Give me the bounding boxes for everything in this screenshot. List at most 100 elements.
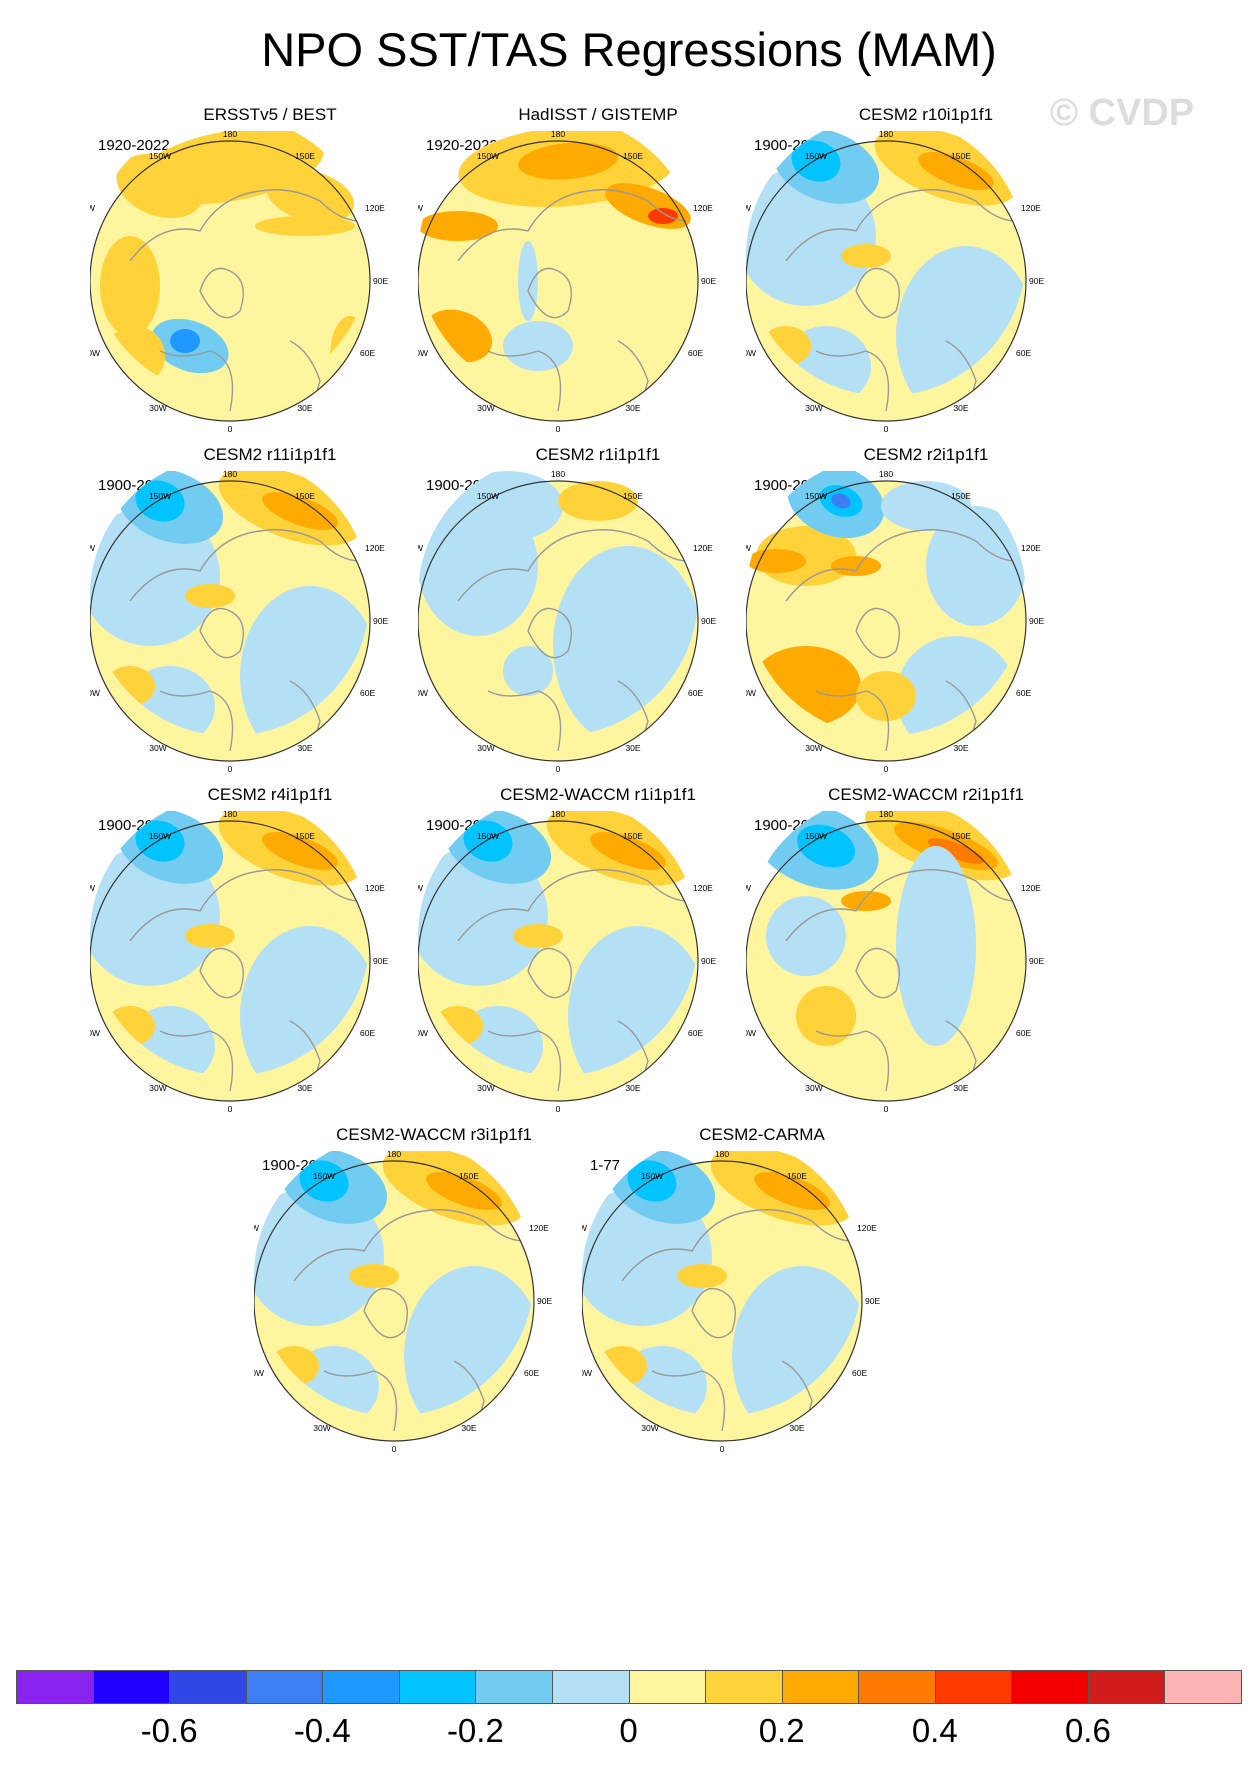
lon-label-lon30e: 30E bbox=[953, 1083, 968, 1093]
lon-label-lon90e: 90E bbox=[701, 616, 716, 626]
polar-map: 1800150W150E120W120E90W90E60W60E30W30E bbox=[418, 131, 716, 434]
lon-label-lon120w: 120W bbox=[90, 883, 95, 893]
colorbar-tick-label: 0.2 bbox=[758, 1712, 805, 1749]
anomaly-region bbox=[796, 986, 856, 1046]
colorbar-tick-label: 0.4 bbox=[911, 1712, 958, 1749]
lon-label-lon60w: 60W bbox=[90, 1028, 100, 1038]
lon-label-lon150w: 150W bbox=[149, 151, 171, 161]
lon-label-top: 180 bbox=[879, 811, 893, 819]
lon-label-lon120w: 120W bbox=[254, 1223, 259, 1233]
lon-label-lon60w: 60W bbox=[746, 1028, 756, 1038]
lon-label-lon30e: 30E bbox=[953, 403, 968, 413]
anomaly-region bbox=[418, 211, 498, 241]
polar-map: 1800150W150E120W120E90W90E60W60E30W30E bbox=[746, 131, 1044, 434]
anomaly-region bbox=[558, 481, 638, 521]
lon-label-lon120e: 120E bbox=[693, 883, 713, 893]
lon-label-lon150e: 150E bbox=[951, 491, 971, 501]
map-border bbox=[254, 1160, 535, 1442]
lon-label-lon30w: 30W bbox=[805, 403, 822, 413]
lon-label-lon60w: 60W bbox=[582, 1368, 592, 1378]
lon-label-bottom: 0 bbox=[884, 1104, 889, 1114]
lon-label-bottom: 0 bbox=[392, 1444, 397, 1454]
anomaly-region bbox=[503, 321, 573, 371]
lon-label-lon60w: 60W bbox=[254, 1368, 264, 1378]
map-border bbox=[418, 140, 699, 422]
colorbar-tick-label: -0.6 bbox=[140, 1712, 198, 1749]
panel-title: CESM2 r10i1p1f1 bbox=[858, 105, 994, 124]
lon-label-top: 180 bbox=[387, 1151, 401, 1159]
anomaly-region bbox=[299, 1160, 349, 1202]
colorbar-box bbox=[475, 1670, 553, 1704]
lon-label-lon60w: 60W bbox=[418, 688, 428, 698]
coastlines bbox=[129, 529, 361, 752]
polar-map: 1800150W150E120W120E90W90E60W60E30W30E bbox=[90, 471, 388, 774]
lon-label-top: 180 bbox=[223, 131, 237, 139]
anomaly-region bbox=[590, 832, 666, 870]
lon-label-lon120e: 120E bbox=[693, 203, 713, 213]
map-panel-9: CESM2-WACCM r2i1p1f1 1900-2022 180 0 150W 1… bbox=[746, 785, 1106, 1160]
lon-label-lon60e: 60E bbox=[360, 688, 375, 698]
lon-label-lon30w: 30W bbox=[477, 743, 494, 753]
map-border bbox=[90, 480, 371, 762]
map-border bbox=[746, 140, 1027, 422]
anomaly-region bbox=[135, 480, 185, 522]
lon-label-lon30e: 30E bbox=[297, 403, 312, 413]
lon-label-lon150w: 150W bbox=[805, 491, 827, 501]
lon-label-lon150e: 150E bbox=[295, 831, 315, 841]
polar-map: 1800150W150E120W120E90W90E60W60E30W30E bbox=[582, 1151, 880, 1454]
colorbar-tick-label: -0.4 bbox=[293, 1712, 351, 1749]
lon-label-lon60e: 60E bbox=[1016, 688, 1031, 698]
panel-title: CESM2 r4i1p1f1 bbox=[207, 785, 333, 804]
anomaly-region bbox=[856, 671, 916, 721]
lon-label-lon150w: 150W bbox=[805, 831, 827, 841]
lon-label-bottom: 0 bbox=[228, 1104, 233, 1114]
polar-map: 1800150W150E120W120E90W90E60W60E30W30E bbox=[90, 131, 388, 434]
lon-label-lon150e: 150E bbox=[787, 1171, 807, 1181]
lon-label-lon120e: 120E bbox=[857, 1223, 877, 1233]
lon-label-lon30w: 30W bbox=[641, 1423, 658, 1433]
lon-label-lon60w: 60W bbox=[418, 348, 428, 358]
lon-label-lon120w: 120W bbox=[418, 543, 423, 553]
panel-years: 1-77 bbox=[590, 1157, 621, 1174]
anomaly-region bbox=[927, 838, 985, 864]
lon-label-lon120w: 120W bbox=[418, 203, 423, 213]
lon-label-lon60e: 60E bbox=[524, 1368, 539, 1378]
lon-label-lon60w: 60W bbox=[746, 348, 756, 358]
panel-years: 1920-2022 bbox=[98, 137, 170, 154]
map-border bbox=[90, 820, 371, 1102]
lon-label-lon120e: 120E bbox=[693, 543, 713, 553]
anomaly-region bbox=[349, 1264, 399, 1288]
anomaly-region bbox=[791, 140, 841, 182]
map-border bbox=[582, 1160, 863, 1442]
map-border bbox=[746, 480, 1027, 762]
map-border bbox=[746, 820, 1027, 1102]
map-panel-8: CESM2-WACCM r1i1p1f1 1900-2022 180 0 150W 1… bbox=[418, 785, 778, 1160]
lon-label-lon60e: 60E bbox=[360, 348, 375, 358]
colorbar-box bbox=[169, 1670, 247, 1704]
lon-label-lon90e: 90E bbox=[373, 956, 388, 966]
coastlines bbox=[457, 869, 689, 1092]
lon-label-lon60e: 60E bbox=[1016, 1028, 1031, 1038]
lon-label-lon120e: 120E bbox=[365, 203, 385, 213]
colorbar bbox=[16, 1670, 1242, 1706]
lon-label-lon150w: 150W bbox=[313, 1171, 335, 1181]
polar-map: 1800150W150E120W120E90W90E60W60E30W30E bbox=[418, 811, 716, 1114]
map-border bbox=[90, 140, 371, 422]
panel-title: CESM2 r11i1p1f1 bbox=[203, 445, 337, 464]
lon-label-lon120e: 120E bbox=[1021, 543, 1041, 553]
lon-label-lon90e: 90E bbox=[373, 616, 388, 626]
lon-label-top: 180 bbox=[223, 471, 237, 479]
polar-map: 1800150W150E120W120E90W90E60W60E30W30E bbox=[418, 471, 716, 774]
colorbar-box bbox=[245, 1670, 324, 1704]
lon-label-lon150w: 150W bbox=[149, 491, 171, 501]
lon-label-lon120w: 120W bbox=[90, 203, 95, 213]
anomaly-region bbox=[255, 216, 355, 236]
lon-label-lon150e: 150E bbox=[623, 831, 643, 841]
lon-label-top: 180 bbox=[551, 471, 565, 479]
anomaly-region bbox=[796, 824, 856, 868]
lon-label-lon60e: 60E bbox=[688, 1028, 703, 1038]
colorbar-box bbox=[781, 1670, 860, 1704]
anomaly-region bbox=[677, 1264, 727, 1288]
lon-label-lon150w: 150W bbox=[477, 151, 499, 161]
lon-label-lon90e: 90E bbox=[1029, 276, 1044, 286]
